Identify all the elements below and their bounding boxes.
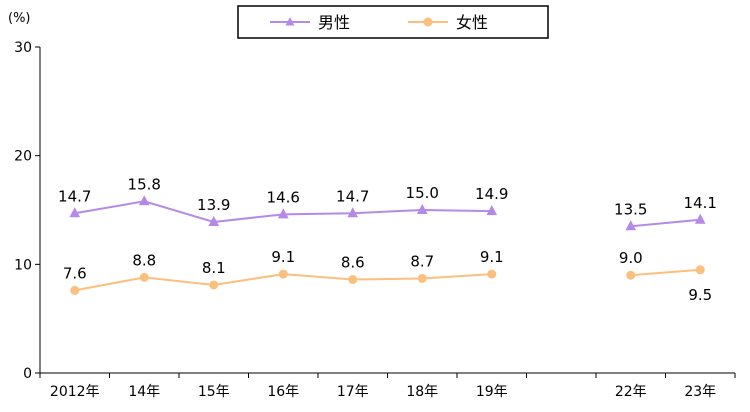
data-label: 14.9 xyxy=(475,185,508,203)
data-point-marker xyxy=(695,265,705,275)
data-label: 14.7 xyxy=(58,187,91,205)
x-tick-label: 15年 xyxy=(198,384,230,400)
data-label: 13.5 xyxy=(614,200,647,218)
data-point-marker xyxy=(70,285,80,295)
data-point-marker xyxy=(139,272,149,282)
series-lines xyxy=(69,195,706,295)
legend: 男性 女性 xyxy=(237,5,549,39)
axes: 0 10 20 30 (%) 2012年 14年 15年 16年 17年 18年 19年 22年 23年 xyxy=(8,11,736,400)
legend-label: 女性 xyxy=(456,13,488,32)
data-label: 8.8 xyxy=(132,251,156,269)
x-tick-label: 19年 xyxy=(476,384,508,400)
data-point-marker xyxy=(694,213,706,224)
x-tick-label: 18年 xyxy=(406,384,438,400)
data-label: 14.1 xyxy=(684,194,717,212)
data-label: 9.5 xyxy=(688,286,712,304)
data-point-marker xyxy=(486,205,498,216)
data-point-marker xyxy=(417,273,427,283)
data-label: 8.1 xyxy=(202,259,226,277)
data-label: 7.6 xyxy=(63,264,87,282)
data-label: 9.0 xyxy=(619,249,643,267)
data-point-marker xyxy=(277,208,289,219)
x-tick-label: 2012年 xyxy=(50,384,100,400)
data-label: 8.6 xyxy=(341,254,365,272)
y-unit-label: (%) xyxy=(8,11,31,26)
data-label: 9.1 xyxy=(480,248,504,266)
legend-circle-icon xyxy=(423,17,433,27)
data-point-marker xyxy=(487,269,497,279)
data-point-marker xyxy=(278,269,288,279)
y-tick-label: 0 xyxy=(23,366,32,382)
data-point-marker xyxy=(347,207,359,218)
series-line-0 xyxy=(630,218,701,228)
x-tick-label: 16年 xyxy=(267,384,299,400)
data-point-marker xyxy=(626,270,636,280)
y-tick-label: 20 xyxy=(14,149,32,165)
data-label: 9.1 xyxy=(271,248,295,266)
series-line-1 xyxy=(630,268,701,277)
data-label: 14.6 xyxy=(267,188,300,206)
legend-label: 男性 xyxy=(318,13,350,32)
data-label: 15.8 xyxy=(128,175,161,193)
data-label: 8.7 xyxy=(410,252,434,270)
data-point-marker xyxy=(348,275,358,285)
data-point-marker xyxy=(416,203,428,214)
data-point-marker xyxy=(69,207,81,218)
data-label: 14.7 xyxy=(336,187,369,205)
y-tick-label: 30 xyxy=(14,40,32,56)
x-tick-label: 14年 xyxy=(128,384,160,400)
legend-triangle-icon xyxy=(285,17,295,26)
x-tick-label: 17年 xyxy=(337,384,369,400)
x-tick-label: 23年 xyxy=(684,384,716,400)
y-tick-label: 10 xyxy=(14,257,32,273)
data-label: 13.9 xyxy=(197,196,230,214)
data-labels: 14.7 15.8 13.9 14.6 14.7 15.0 14.9 13.5 14.1 7.6 8… xyxy=(58,175,717,303)
data-point-marker xyxy=(208,215,220,226)
data-label: 15.0 xyxy=(406,184,439,202)
data-point-marker xyxy=(625,220,637,231)
x-tick-label: 22年 xyxy=(615,384,647,400)
data-point-marker xyxy=(209,280,219,290)
data-point-marker xyxy=(138,195,150,206)
